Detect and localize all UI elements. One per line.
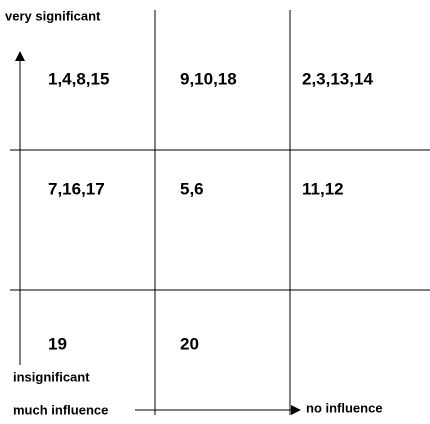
left-label: much influence — [13, 402, 108, 417]
cell-label: 20 — [180, 334, 199, 353]
cell-label: 11,12 — [302, 179, 344, 198]
cell-label: 5,6 — [180, 179, 204, 198]
cell-label: 1,4,8,15 — [48, 69, 109, 88]
cell-label: 19 — [48, 334, 67, 353]
right-label: no influence — [306, 400, 383, 415]
cell-label: 9,10,18 — [180, 69, 237, 88]
cell-label: 2,3,13,14 — [302, 69, 373, 88]
cell-label: 7,16,17 — [48, 179, 105, 198]
top-label: very significant — [5, 8, 101, 23]
bottom-label: insignificant — [13, 369, 90, 384]
